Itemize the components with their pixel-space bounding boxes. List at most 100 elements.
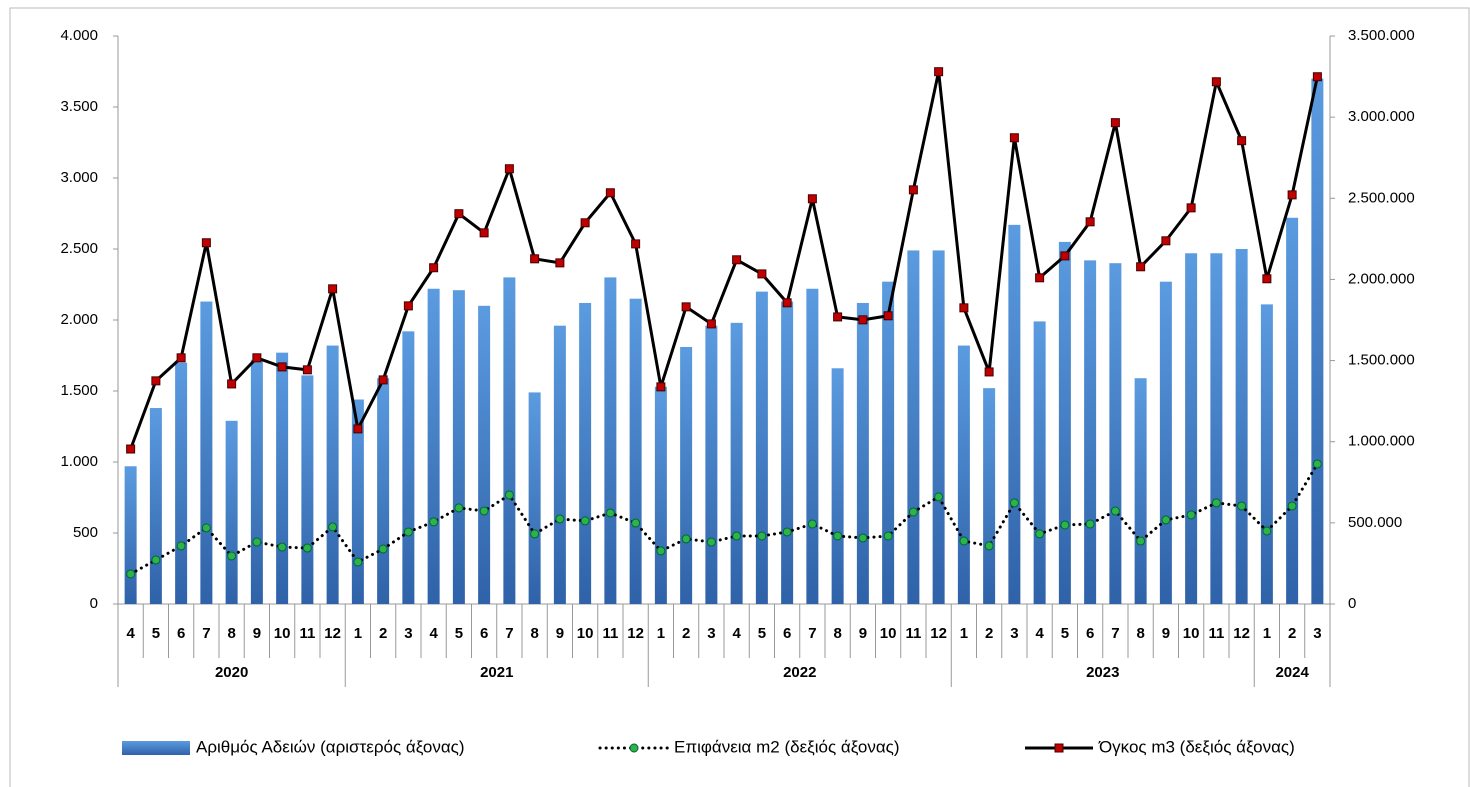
marker — [252, 353, 262, 363]
marker — [959, 536, 969, 546]
marker — [126, 444, 136, 454]
marker — [353, 424, 363, 434]
marker — [1035, 529, 1045, 539]
y-tick-label: 2.500 — [60, 240, 98, 257]
marker — [1060, 520, 1070, 530]
x-tick-label: 8 — [1136, 625, 1144, 642]
x-tick-label: 9 — [859, 625, 867, 642]
marker — [984, 367, 994, 377]
legend-swatch — [122, 741, 190, 755]
marker — [1312, 72, 1322, 82]
x-tick-label: 7 — [505, 625, 513, 642]
bar — [629, 298, 642, 604]
group-label: 2023 — [1086, 664, 1119, 681]
x-tick-label: 2 — [985, 625, 993, 642]
marker — [807, 194, 817, 204]
bar — [654, 386, 667, 604]
marker — [126, 569, 136, 579]
marker — [1009, 133, 1019, 143]
x-tick-label: 3 — [1313, 625, 1321, 642]
bar — [882, 281, 895, 604]
bar — [452, 290, 465, 604]
bar — [1159, 281, 1172, 604]
marker — [732, 531, 742, 541]
marker — [151, 555, 161, 565]
bar — [781, 301, 794, 604]
bar — [1058, 241, 1071, 604]
group-label: 2022 — [783, 664, 816, 681]
marker — [1312, 459, 1322, 469]
legend-label: Όγκος m3 (δεξιός άξονας) — [1098, 737, 1295, 756]
y-tick-label: 1.000 — [60, 453, 98, 470]
bar — [200, 301, 213, 604]
marker — [1186, 203, 1196, 213]
bar — [377, 378, 390, 604]
marker — [580, 516, 590, 526]
bar — [1210, 253, 1223, 604]
x-tick-label: 3 — [707, 625, 715, 642]
x-tick-label: 8 — [227, 625, 235, 642]
bar — [604, 277, 617, 604]
marker — [328, 522, 338, 532]
bar — [351, 399, 364, 604]
marker — [782, 527, 792, 537]
x-tick-label: 6 — [783, 625, 791, 642]
marker — [1136, 262, 1146, 272]
marker — [176, 541, 186, 551]
marker — [858, 533, 868, 543]
marker — [1237, 501, 1247, 511]
x-tick-label: 12 — [627, 625, 644, 642]
marker — [1110, 506, 1120, 516]
y2-tick-label: 3.000.000 — [1348, 108, 1415, 125]
marker — [353, 557, 363, 567]
marker — [1009, 498, 1019, 508]
x-tick-label: 5 — [152, 625, 160, 642]
x-tick-label: 11 — [1208, 625, 1224, 642]
x-tick-label: 12 — [324, 625, 341, 642]
marker — [782, 298, 792, 308]
marker — [555, 258, 565, 268]
marker — [201, 523, 211, 533]
marker — [908, 507, 918, 517]
marker — [454, 503, 464, 513]
marker — [757, 531, 767, 541]
marker — [605, 508, 615, 518]
bar — [478, 305, 491, 604]
marker — [1161, 515, 1171, 525]
marker — [706, 537, 716, 547]
marker — [631, 239, 641, 249]
bar — [680, 346, 693, 604]
x-tick-label: 6 — [177, 625, 185, 642]
bar — [149, 408, 162, 604]
x-tick-label: 7 — [202, 625, 210, 642]
bar — [907, 250, 920, 605]
x-tick-label: 5 — [758, 625, 766, 642]
bar — [1033, 321, 1046, 604]
x-tick-label: 1 — [657, 625, 665, 642]
x-tick-label: 6 — [1086, 625, 1094, 642]
x-tick-label: 4 — [732, 625, 741, 642]
marker — [757, 269, 767, 279]
bar — [1235, 249, 1248, 604]
x-tick-label: 10 — [880, 625, 897, 642]
marker — [1035, 273, 1045, 283]
x-tick-label: 2 — [682, 625, 690, 642]
bar — [755, 291, 768, 604]
y-tick-label: 0 — [90, 595, 98, 612]
marker — [908, 185, 918, 195]
bar — [1286, 217, 1299, 604]
marker — [277, 542, 287, 552]
bar — [1084, 260, 1097, 604]
marker — [176, 353, 186, 363]
x-tick-label: 11 — [602, 625, 618, 642]
marker — [504, 164, 514, 174]
x-tick-label: 1 — [1263, 625, 1271, 642]
series-line — [129, 71, 1319, 450]
legend-label: Επιφάνεια m2 (δεξιός άξονας) — [674, 737, 900, 756]
marker — [959, 303, 969, 313]
y2-tick-label: 500.000 — [1348, 514, 1402, 531]
x-tick-label: 2 — [1288, 625, 1296, 642]
marker — [555, 514, 565, 524]
marker — [227, 551, 237, 561]
